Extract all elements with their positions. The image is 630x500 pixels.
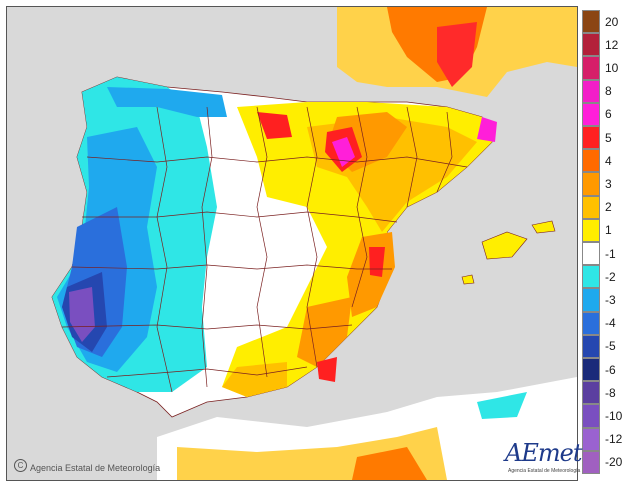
copyright-icon: C xyxy=(14,459,27,472)
aemet-logo-subtext: Agencia Estatal de Meteorología xyxy=(508,468,581,474)
credit-text: Agencia Estatal de Meteorología xyxy=(30,463,161,473)
legend-swatch xyxy=(582,172,600,196)
legend-label: 6 xyxy=(605,107,612,122)
legend-swatch xyxy=(582,195,600,219)
legend-swatch xyxy=(582,33,600,57)
legend-swatch xyxy=(582,450,600,474)
legend-label: -1 xyxy=(605,246,616,261)
legend-label: 20 xyxy=(605,14,619,29)
legend-label: -20 xyxy=(605,455,623,470)
color-legend: 20 12 10 8 6 5 4 3 2 1 -1 -2 -3 -4 -5 -6 -8 -10 -12 -20 xyxy=(582,8,626,478)
legend-label: -5 xyxy=(605,339,616,354)
legend-label: 4 xyxy=(605,153,612,168)
legend-swatch xyxy=(582,102,600,126)
legend-label: 1 xyxy=(605,223,612,238)
legend-label: -10 xyxy=(605,409,623,423)
legend-label: -3 xyxy=(605,293,616,307)
legend-swatch xyxy=(582,265,600,289)
legend-swatch xyxy=(582,288,600,312)
balearic-islands xyxy=(481,231,528,260)
legend-swatch xyxy=(582,381,600,405)
aemet-logo: AEmet xyxy=(505,439,582,467)
legend-label: -12 xyxy=(605,432,623,447)
province-borders xyxy=(61,106,468,393)
legend-label: -6 xyxy=(605,362,616,377)
legend-swatch xyxy=(582,56,600,80)
legend-swatch xyxy=(582,242,600,266)
anomaly-map xyxy=(6,6,578,481)
legend-label: 10 xyxy=(605,61,619,75)
legend-label: 5 xyxy=(605,130,612,145)
legend-swatch xyxy=(582,358,600,382)
legend-label: 2 xyxy=(605,200,612,215)
legend-swatch xyxy=(582,427,600,451)
legend-swatch xyxy=(582,79,600,103)
legend-label: 12 xyxy=(605,37,619,52)
legend-label: -8 xyxy=(605,385,616,400)
legend-label: 3 xyxy=(605,177,612,191)
legend-swatch xyxy=(582,218,600,242)
legend-swatch xyxy=(582,334,600,358)
legend-label: 8 xyxy=(605,84,612,99)
legend-label: -2 xyxy=(605,269,616,284)
legend-swatch xyxy=(582,126,600,150)
legend-swatch xyxy=(582,10,600,34)
legend-label: -4 xyxy=(605,316,616,331)
legend-swatch xyxy=(582,404,600,428)
legend-swatch xyxy=(582,149,600,173)
legend-swatch xyxy=(582,311,600,335)
